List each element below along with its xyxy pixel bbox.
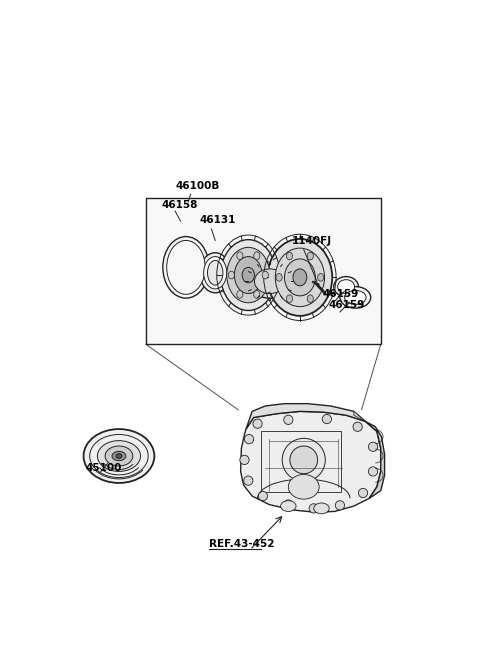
Ellipse shape xyxy=(353,422,362,432)
Ellipse shape xyxy=(200,253,230,293)
Text: 46158: 46158 xyxy=(161,200,198,210)
Ellipse shape xyxy=(204,256,227,289)
Ellipse shape xyxy=(337,279,355,293)
Ellipse shape xyxy=(285,259,315,296)
Ellipse shape xyxy=(359,488,368,498)
Ellipse shape xyxy=(97,441,141,472)
Ellipse shape xyxy=(293,269,307,286)
Ellipse shape xyxy=(288,474,319,499)
Ellipse shape xyxy=(254,269,285,293)
Polygon shape xyxy=(246,403,365,429)
Ellipse shape xyxy=(228,271,234,279)
Ellipse shape xyxy=(345,291,366,304)
Ellipse shape xyxy=(314,503,329,514)
Ellipse shape xyxy=(112,451,126,461)
Ellipse shape xyxy=(258,491,267,501)
Ellipse shape xyxy=(105,446,133,466)
Ellipse shape xyxy=(287,252,293,260)
Ellipse shape xyxy=(253,419,262,428)
Ellipse shape xyxy=(248,264,291,298)
Ellipse shape xyxy=(242,268,254,283)
Ellipse shape xyxy=(276,274,282,281)
Ellipse shape xyxy=(275,248,324,306)
Polygon shape xyxy=(240,411,381,512)
Ellipse shape xyxy=(240,455,249,464)
Ellipse shape xyxy=(307,252,313,260)
Ellipse shape xyxy=(334,277,359,297)
Ellipse shape xyxy=(244,476,253,485)
Text: 45100: 45100 xyxy=(86,463,122,474)
Ellipse shape xyxy=(262,271,268,279)
Text: 46159: 46159 xyxy=(328,300,365,310)
Text: 46131: 46131 xyxy=(200,215,236,226)
Ellipse shape xyxy=(237,291,243,298)
Ellipse shape xyxy=(309,504,318,513)
Ellipse shape xyxy=(281,501,296,512)
Ellipse shape xyxy=(290,446,318,474)
Ellipse shape xyxy=(207,260,223,285)
Text: 1140FJ: 1140FJ xyxy=(292,236,332,246)
Ellipse shape xyxy=(282,438,325,482)
Ellipse shape xyxy=(307,295,313,302)
Ellipse shape xyxy=(84,429,155,483)
Ellipse shape xyxy=(369,467,378,476)
Ellipse shape xyxy=(163,237,209,298)
Ellipse shape xyxy=(116,454,122,459)
Ellipse shape xyxy=(267,239,332,316)
Ellipse shape xyxy=(284,415,293,424)
Polygon shape xyxy=(354,411,365,421)
Ellipse shape xyxy=(369,442,378,451)
Text: 46159: 46159 xyxy=(323,289,359,298)
Ellipse shape xyxy=(340,287,371,308)
Ellipse shape xyxy=(336,501,345,510)
Text: REF.43-452: REF.43-452 xyxy=(209,539,275,549)
Ellipse shape xyxy=(287,295,293,302)
Ellipse shape xyxy=(234,256,262,293)
Ellipse shape xyxy=(284,500,293,509)
Ellipse shape xyxy=(318,274,324,281)
Ellipse shape xyxy=(322,415,332,424)
Polygon shape xyxy=(365,421,384,499)
Ellipse shape xyxy=(254,252,260,260)
Ellipse shape xyxy=(244,434,254,443)
Ellipse shape xyxy=(221,239,276,310)
Text: 46100B: 46100B xyxy=(175,181,219,191)
Ellipse shape xyxy=(237,252,243,260)
Ellipse shape xyxy=(254,291,260,298)
Ellipse shape xyxy=(227,247,270,303)
Ellipse shape xyxy=(167,240,205,295)
Bar xyxy=(146,198,381,344)
